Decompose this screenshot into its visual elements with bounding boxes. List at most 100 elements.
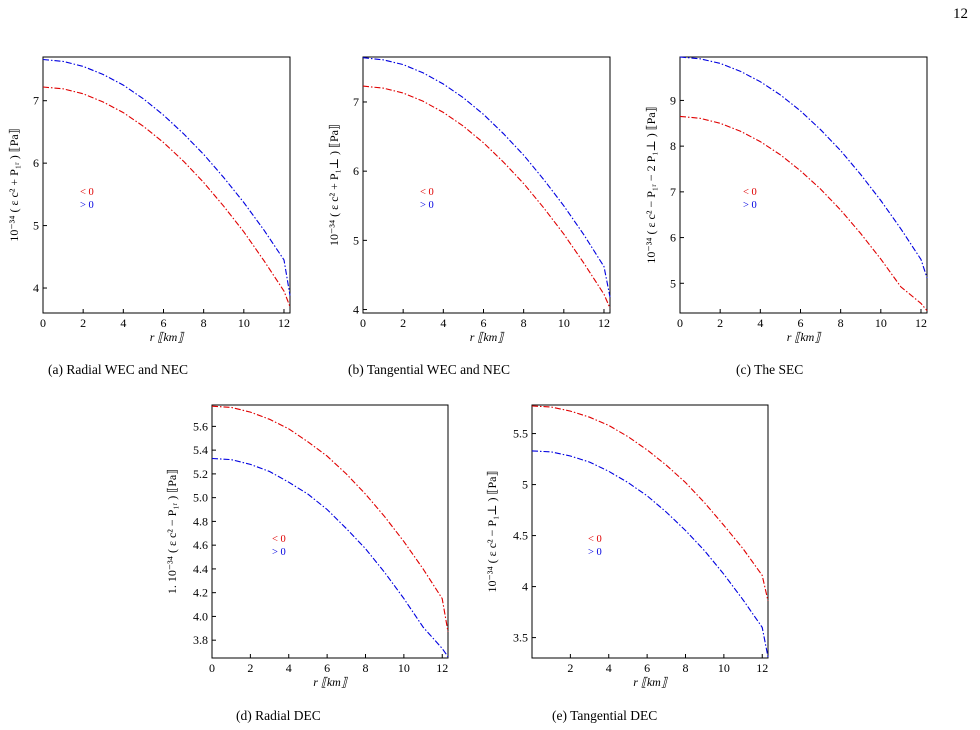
chart-caption-c: (c) The SEC <box>736 362 804 377</box>
chart-caption-a: (a) Radial WEC and NEC <box>48 362 188 377</box>
y-axis-label-c: 10⁻³⁴ ( ε c² − P₁ᵣ − 2 P₁⊥ ) ⟦Pa⟧ <box>644 106 658 263</box>
plot-frame-a <box>42 56 291 314</box>
legend-blue-b: > 0 <box>420 200 434 211</box>
y-tick-label-c-4: 9 <box>670 93 676 107</box>
x-tick-label-c-2: 4 <box>757 316 763 330</box>
series-line-d-red <box>211 405 449 632</box>
legend-red-d: < 0 <box>272 534 286 545</box>
y-tick-label-b-2: 6 <box>353 164 359 178</box>
chart-c-svg: 0 2 4 6 8 10 12 5 6 7 8 9 r ⟦km⟧ 10⁻³⁴ ( ε c² − P₁ᵣ −… <box>644 56 928 344</box>
y-tick-label-d-7: 5.2 <box>193 467 208 481</box>
x-tick-label-e-0: 2 <box>567 661 573 675</box>
y-tick-label-a-2: 6 <box>33 156 39 170</box>
x-tick-label-c-5: 10 <box>875 316 887 330</box>
chart-caption-e: (e) Tangential DEC <box>552 708 658 723</box>
series-line-d-blue <box>211 457 449 658</box>
plot-frame-c <box>679 56 928 314</box>
x-axis-label-b: r ⟦km⟧ <box>470 330 506 344</box>
y-tick-label-b-3: 7 <box>353 95 359 109</box>
chart-a-svg: 0 2 4 6 8 10 12 4 5 6 7 r ⟦km⟧ 10⁻³⁴ ( ε c² + P₁ᵣ ) … <box>7 56 291 344</box>
chart-caption-d: (d) Radial DEC <box>236 708 321 723</box>
x-tick-label-b-1: 2 <box>400 316 406 330</box>
x-tick-label-b-3: 6 <box>480 316 486 330</box>
y-tick-label-d-1: 4.0 <box>193 609 208 623</box>
legend-red-b: < 0 <box>420 187 434 198</box>
chart-d-svg: 0 2 4 6 8 10 12 3.8 4.0 4.2 4.4 4.6 4.8 5.0 5.2 5.4 5.6 r… <box>165 404 449 689</box>
y-tick-label-d-4: 4.6 <box>193 538 208 552</box>
legend-blue-e: > 0 <box>588 547 602 558</box>
x-tick-label-e-3: 8 <box>682 661 688 675</box>
x-axis-label-e: r ⟦km⟧ <box>633 675 669 689</box>
legend-red-c: < 0 <box>743 187 757 198</box>
y-tick-label-d-6: 5.0 <box>193 491 208 505</box>
x-tick-label-a-0: 0 <box>40 316 46 330</box>
plot-frame-e <box>531 404 769 659</box>
series-line-c-red <box>679 115 928 312</box>
x-tick-label-b-4: 8 <box>521 316 527 330</box>
y-tick-label-b-1: 5 <box>353 233 359 247</box>
x-tick-label-a-6: 12 <box>278 316 290 330</box>
y-tick-label-e-2: 4.5 <box>513 529 528 543</box>
x-tick-label-d-3: 6 <box>324 661 330 675</box>
y-tick-label-d-3: 4.4 <box>193 562 208 576</box>
y-axis-label-a: 10⁻³⁴ ( ε c² + P₁ᵣ ) ⟦Pa⟧ <box>7 128 21 241</box>
x-tick-label-b-0: 0 <box>360 316 366 330</box>
chart-panel-e: 2 4 6 8 10 12 3.5 4 4.5 5 5.5 r ⟦km⟧ 10⁻³⁴ ( ε c² − … <box>480 392 800 730</box>
legend-blue-d: > 0 <box>272 547 286 558</box>
legend-red-a: < 0 <box>80 187 94 198</box>
y-axis-label-d: 1. 10⁻³⁴ ( ε c² − P₁ᵣ ) ⟦Pa⟧ <box>165 469 179 594</box>
x-tick-label-a-4: 8 <box>201 316 207 330</box>
y-tick-label-e-1: 4 <box>522 580 528 594</box>
legend-red-e: < 0 <box>588 534 602 545</box>
series-line-b-red <box>362 85 611 309</box>
x-axis-label-c: r ⟦km⟧ <box>787 330 823 344</box>
x-tick-label-c-6: 12 <box>915 316 927 330</box>
y-tick-label-a-3: 7 <box>33 94 39 108</box>
x-tick-label-a-1: 2 <box>80 316 86 330</box>
chart-b-svg: 0 2 4 6 8 10 12 4 5 6 7 r ⟦km⟧ 10⁻³⁴ ( ε c² + P₁⊥ ) … <box>327 56 611 344</box>
x-tick-label-d-5: 10 <box>398 661 410 675</box>
x-axis-label-d: r ⟦km⟧ <box>313 675 349 689</box>
series-line-c-blue <box>679 56 928 278</box>
x-tick-label-c-1: 2 <box>717 316 723 330</box>
x-tick-label-c-3: 6 <box>797 316 803 330</box>
y-axis-label-e: 10⁻³⁴ ( ε c² − P₁⊥ ) ⟦Pa⟧ <box>485 471 499 593</box>
x-tick-label-a-5: 10 <box>238 316 250 330</box>
x-tick-label-a-2: 4 <box>120 316 126 330</box>
series-line-a-red <box>42 86 291 307</box>
x-axis-label-a: r ⟦km⟧ <box>150 330 186 344</box>
series-line-a-blue <box>42 58 291 296</box>
y-tick-label-c-1: 6 <box>670 231 676 245</box>
y-tick-label-d-2: 4.2 <box>193 586 208 600</box>
y-tick-label-e-0: 3.5 <box>513 631 528 645</box>
y-tick-label-d-9: 5.6 <box>193 419 208 433</box>
y-tick-label-c-3: 8 <box>670 139 676 153</box>
legend-blue-a: > 0 <box>80 200 94 211</box>
series-line-e-blue <box>531 450 769 658</box>
x-tick-label-d-6: 12 <box>436 661 448 675</box>
page-number: 12 <box>953 6 968 22</box>
y-tick-label-c-2: 7 <box>670 185 676 199</box>
y-tick-label-e-3: 5 <box>522 478 528 492</box>
plot-frame-d <box>211 404 449 659</box>
x-tick-label-b-6: 12 <box>598 316 610 330</box>
x-tick-label-e-2: 6 <box>644 661 650 675</box>
y-tick-label-b-0: 4 <box>353 303 359 317</box>
x-tick-label-d-1: 2 <box>247 661 253 675</box>
x-tick-label-a-3: 6 <box>160 316 166 330</box>
chart-panel-c: 0 2 4 6 8 10 12 5 6 7 8 9 r ⟦km⟧ 10⁻³⁴ ( ε c² − P₁ᵣ −… <box>640 40 980 380</box>
x-tick-label-c-4: 8 <box>838 316 844 330</box>
x-tick-label-d-0: 0 <box>209 661 215 675</box>
y-tick-label-d-8: 5.4 <box>193 443 208 457</box>
y-axis-label-b: 10⁻³⁴ ( ε c² + P₁⊥ ) ⟦Pa⟧ <box>327 124 341 246</box>
x-tick-label-b-2: 4 <box>440 316 446 330</box>
chart-panel-d: 0 2 4 6 8 10 12 3.8 4.0 4.2 4.4 4.6 4.8 5.0 5.2 5.4 5.6 r… <box>160 392 480 730</box>
chart-panel-a: 0 2 4 6 8 10 12 4 5 6 7 r ⟦km⟧ 10⁻³⁴ ( ε c² + P₁ᵣ ) … <box>0 40 320 380</box>
x-tick-label-e-5: 12 <box>756 661 768 675</box>
chart-e-svg: 2 4 6 8 10 12 3.5 4 4.5 5 5.5 r ⟦km⟧ 10⁻³⁴ ( ε c² − … <box>485 404 769 689</box>
x-tick-label-e-4: 10 <box>718 661 730 675</box>
y-tick-label-c-0: 5 <box>670 276 676 290</box>
y-tick-label-d-5: 4.8 <box>193 514 208 528</box>
x-tick-label-e-1: 4 <box>606 661 612 675</box>
series-line-b-blue <box>362 57 611 298</box>
